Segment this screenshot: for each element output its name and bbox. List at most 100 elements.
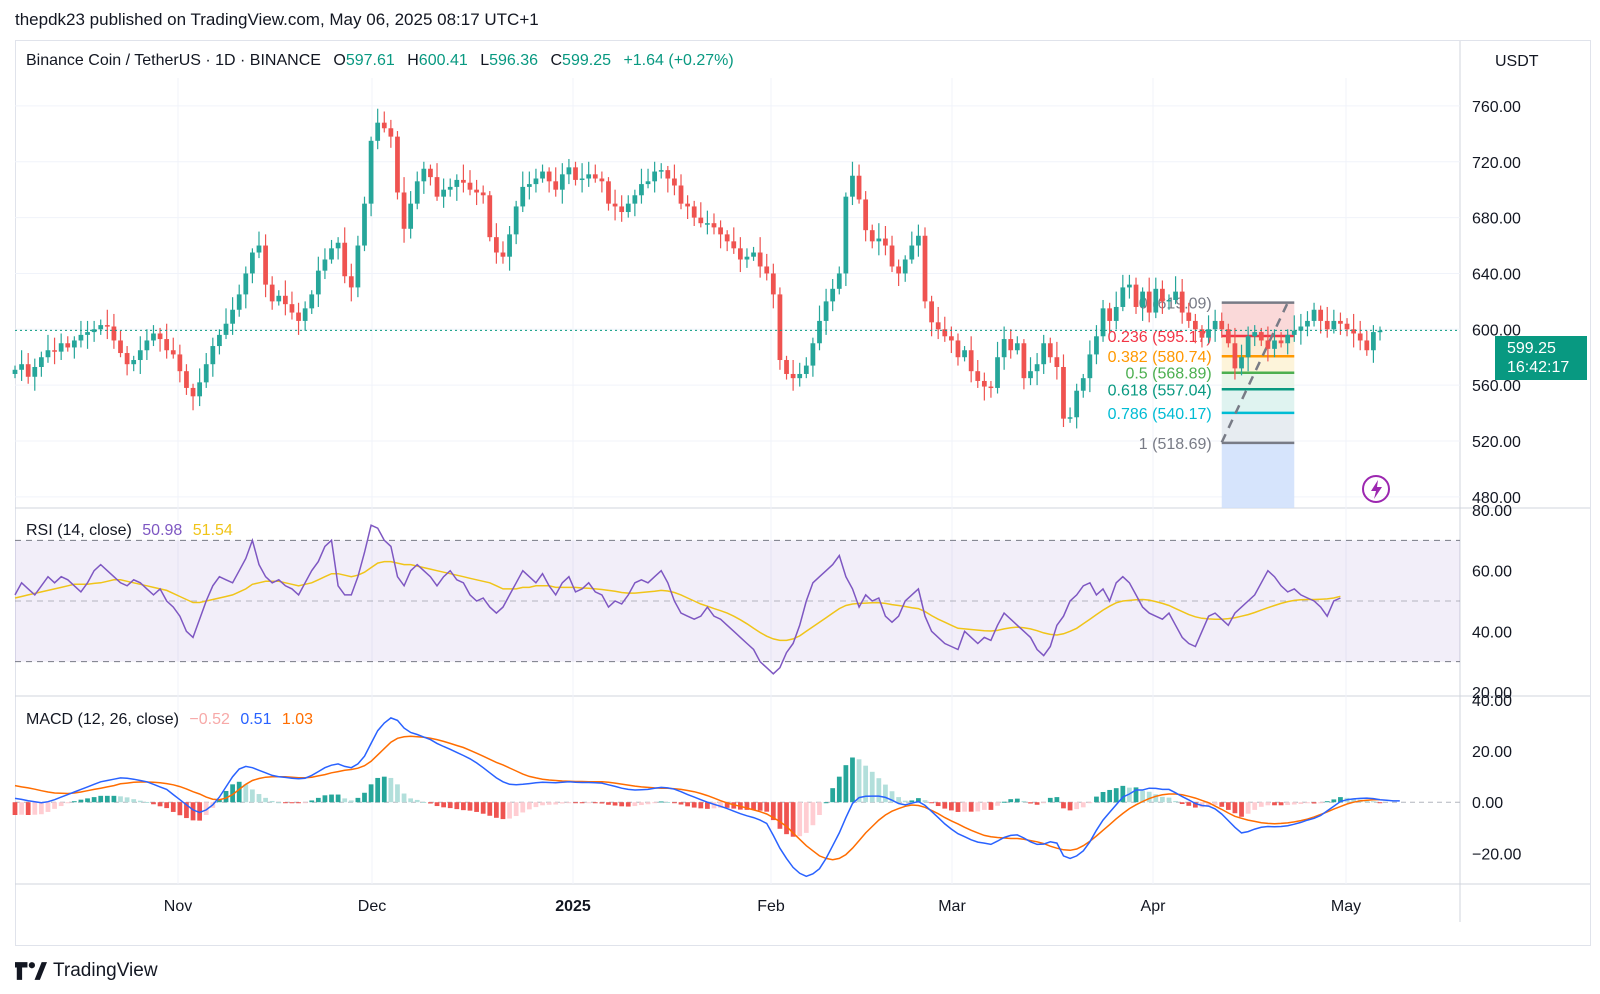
candle-body [1080,378,1086,391]
candle-body [1331,320,1337,330]
candle-body [592,174,598,179]
candle-body [916,235,921,246]
publish-line: thepdk23 published on TradingView.com, M… [15,10,539,29]
rsi-label[interactable]: RSI (14, close) [26,522,132,539]
candle-body [190,387,196,397]
currency-selector[interactable]: USDT [1495,53,1539,70]
candle-body [988,386,994,389]
macd-histogram-bar [830,788,836,803]
macd-histogram-bar [375,777,381,803]
candle-body [421,168,427,182]
macd-histogram-bar [764,802,770,812]
macd-histogram-bar [1278,802,1284,806]
macd-legend: MACD (12, 26, close) −0.52 0.51 1.03 [26,711,313,729]
candle-body [461,179,466,183]
candle-body [1285,334,1291,344]
macd-histogram-bar [1239,802,1244,817]
candle-body [395,136,400,193]
bar-countdown: 16:42:17 [1507,359,1570,376]
candle-body [289,304,295,313]
candle-body [32,366,38,377]
candle-body [78,334,84,341]
candle-body [731,241,737,249]
candle-body [843,196,849,274]
candle-body [1219,320,1225,330]
macd-histogram-bar [1225,802,1231,810]
macd-histogram-bar [58,802,64,807]
macd-histogram-bar [1014,798,1020,803]
macd-histogram-bar [256,794,262,803]
candle-body [480,192,486,196]
last-price-value: 599.25 [1507,340,1556,357]
macd-histogram-bar [916,798,921,803]
x-tick-label: May [1331,898,1361,915]
macd-histogram-bar [355,797,361,803]
macd-line [14,717,1400,878]
macd-histogram-bar [236,781,242,803]
candle-body [1041,343,1047,365]
candle-body [401,192,407,229]
macd-histogram-bar [408,798,414,803]
macd-hist-value: −0.52 [189,711,230,728]
candle-body [1074,390,1080,418]
candle-body [52,350,57,352]
candle-body [698,217,704,224]
macd-histogram-bar [790,802,796,837]
candle-body [1054,357,1060,367]
macd-label[interactable]: MACD (12, 26, close) [26,711,179,728]
candle-body [1021,343,1027,379]
macd-histogram-bar [401,793,407,803]
macd-histogram-bar [118,796,123,803]
macd-histogram-bar [1001,801,1007,803]
macd-histogram-bar [513,802,519,817]
macd-histogram-bar [975,802,981,812]
macd-histogram-bar [1311,802,1317,804]
rsi-tick-label: 20.00 [1472,685,1512,702]
macd-histogram-bar [170,802,176,812]
candle-body [533,178,539,185]
candle-body [1344,323,1350,330]
macd-histogram-bar [335,794,341,803]
candle-body [85,332,90,335]
macd-histogram-bar [691,802,697,808]
macd-histogram-bar [817,802,822,815]
macd-histogram-bar [942,802,948,809]
macd-histogram-bar [52,802,57,809]
symbol-title[interactable]: Binance Coin / TetherUS · 1D · BINANCE [26,52,321,69]
macd-histogram-bar [78,799,84,803]
candle-body [1166,299,1172,302]
candle-body [1291,330,1297,335]
macd-tick-label: 0.00 [1472,795,1503,812]
macd-histogram-bar [909,800,915,803]
macd-histogram-bar [322,795,328,803]
candle-body [322,259,328,271]
macd-histogram-bar [269,800,275,803]
macd-histogram-bar [1173,800,1178,803]
candle-body [1232,343,1238,369]
footer-brand-text: TradingView [53,960,158,981]
macd-histogram-bar [296,802,301,804]
macd-histogram-bar [639,802,644,806]
footer-brand[interactable]: TradingView [15,960,158,982]
candle-body [507,234,512,257]
macd-histogram-bar [263,797,268,803]
macd-histogram-bar [1127,787,1132,803]
candle-body [1298,326,1304,331]
candle-body [685,203,690,207]
rsi-tick-label: 40.00 [1472,624,1512,641]
macd-histogram-bar [711,802,717,809]
candle-body [520,186,526,207]
macd-histogram-bar [19,802,24,815]
rsi-tick-label: 80.00 [1472,503,1512,520]
y-tick-label: 720.00 [1472,155,1521,172]
candle-body [250,252,255,274]
macd-histogram-bar [315,797,321,803]
candle-body [1094,336,1099,355]
macd-histogram-bar [540,802,545,806]
candle-body [632,195,638,204]
macd-histogram-bar [823,802,829,804]
candle-body [131,360,137,365]
macd-histogram-bar [559,802,565,804]
rsi-ma-line [14,560,1341,642]
